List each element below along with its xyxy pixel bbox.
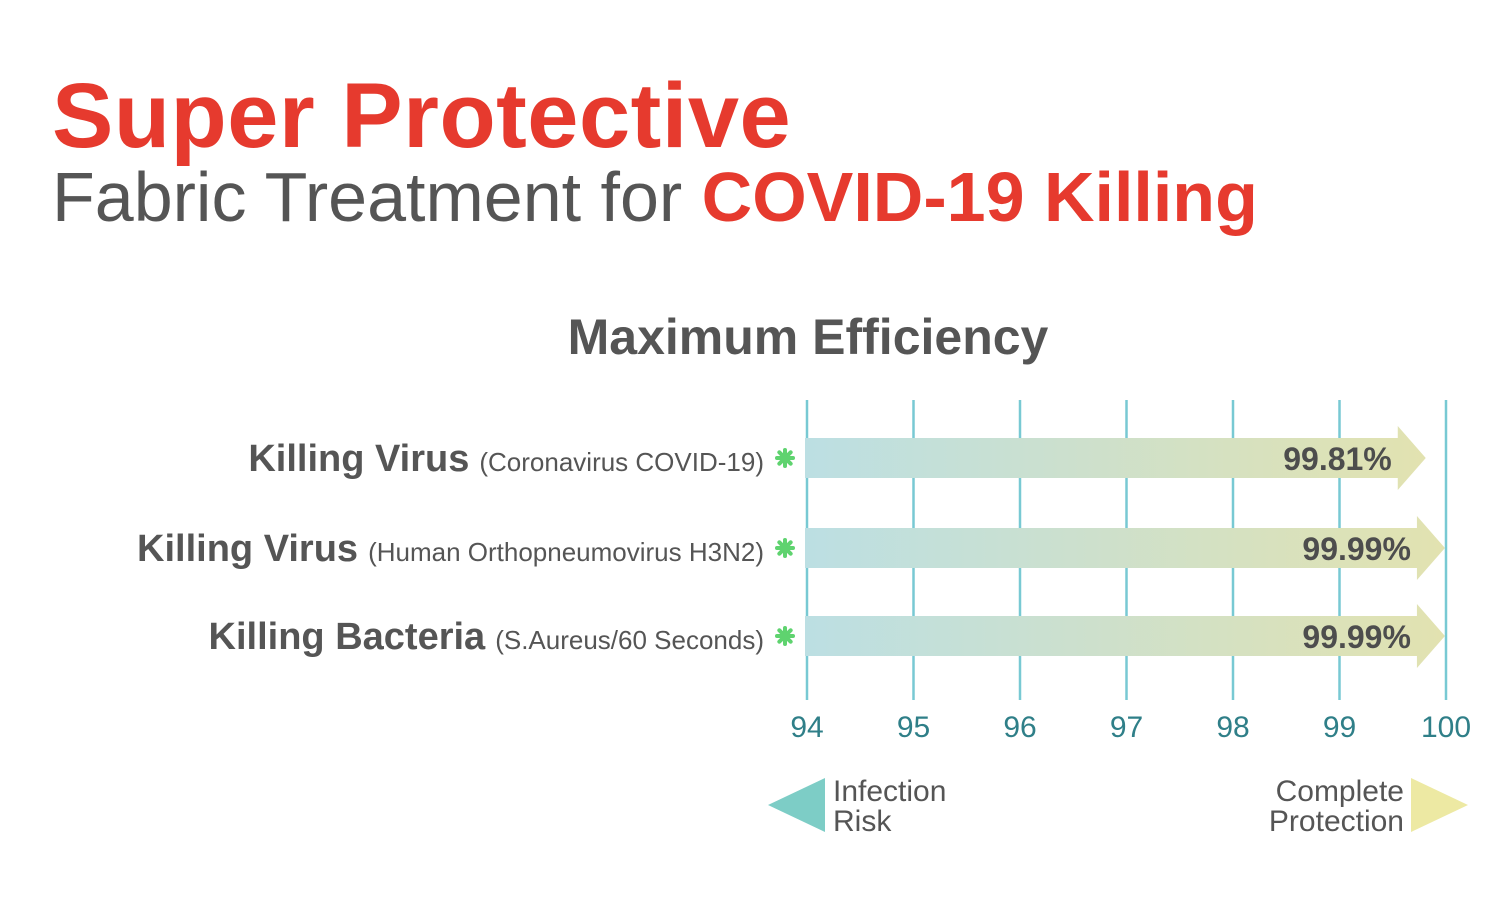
- legend-left-text: Risk: [833, 805, 892, 838]
- subtitle-prefix: Fabric Treatment for: [52, 158, 702, 236]
- category-label: Killing Bacteria (S.Aureus/60 Seconds): [209, 616, 764, 658]
- value-label: 99.99%: [1302, 531, 1411, 567]
- x-axis-ticks: 94 95 96 97 98 99 100: [790, 711, 1471, 744]
- legend-right-text: Complete: [1276, 775, 1404, 808]
- complete-protection-arrow-icon: [1411, 778, 1468, 832]
- category-main: Killing Virus: [137, 528, 358, 570]
- page-subtitle: Fabric Treatment for COVID-19 Killing: [52, 162, 1258, 232]
- category-detail: (Coronavirus COVID-19): [479, 447, 764, 477]
- asterisk-marker-icon: [775, 538, 795, 558]
- category-label: Killing Virus (Coronavirus COVID-19): [248, 438, 764, 480]
- category-detail: (S.Aureus/60 Seconds): [495, 625, 764, 655]
- category-label: Killing Virus (Human Orthopneumovirus H3N…: [137, 528, 764, 570]
- page-title: Super Protective: [52, 65, 792, 167]
- asterisk-marker-icon: [775, 626, 795, 646]
- bar: [805, 604, 1445, 668]
- category-detail: (Human Orthopneumovirus H3N2): [368, 537, 764, 567]
- x-tick-label: 94: [790, 711, 823, 744]
- value-label: 99.99%: [1302, 619, 1411, 655]
- legend-right-text: Protection: [1269, 805, 1404, 838]
- x-tick-label: 98: [1216, 711, 1249, 744]
- asterisk-stroke: [777, 540, 793, 556]
- x-tick-label: 100: [1421, 711, 1471, 744]
- legend-left-text: Infection: [833, 775, 946, 808]
- chart-title: Maximum Efficiency: [568, 309, 1049, 365]
- value-label: 99.81%: [1283, 441, 1392, 477]
- x-tick-label: 96: [1003, 711, 1036, 744]
- category-labels: Killing Virus (Coronavirus COVID-19)Killi…: [137, 438, 795, 658]
- bar-layer: 99.81% 99.99% 99.99%: [805, 426, 1445, 668]
- infection-risk-arrow-icon: [768, 778, 825, 832]
- asterisk-marker-icon: [775, 448, 795, 468]
- category-main: Killing Virus: [248, 438, 469, 480]
- asterisk-stroke: [777, 450, 793, 466]
- bar: [805, 426, 1426, 490]
- x-tick-label: 97: [1110, 711, 1143, 744]
- category-main: Killing Bacteria: [209, 616, 486, 658]
- bar: [805, 516, 1445, 580]
- x-tick-label: 99: [1323, 711, 1356, 744]
- subtitle-accent: COVID-19 Killing: [701, 158, 1258, 236]
- asterisk-stroke: [777, 628, 793, 644]
- x-tick-label: 95: [897, 711, 930, 744]
